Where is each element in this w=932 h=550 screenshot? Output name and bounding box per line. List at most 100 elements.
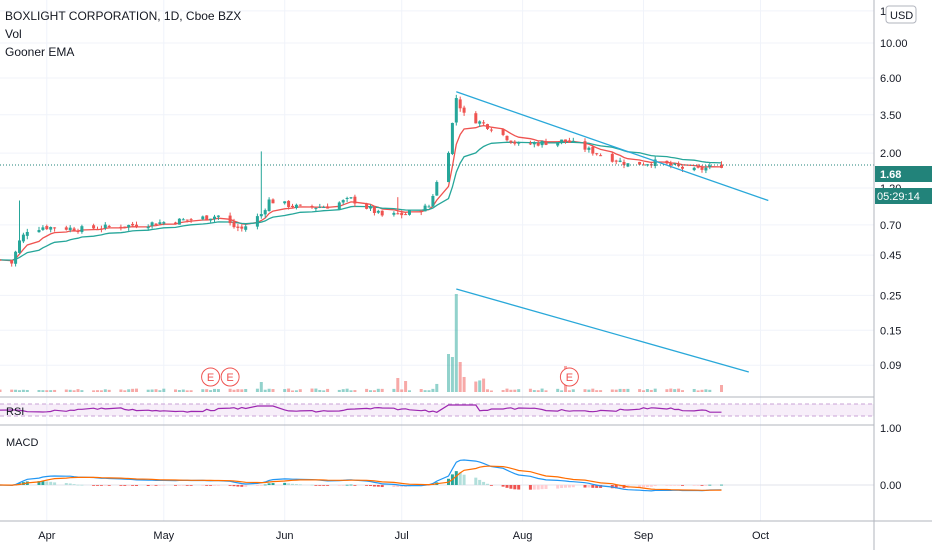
volume-bar bbox=[626, 388, 630, 392]
macd-histogram-bar bbox=[638, 485, 642, 488]
macd-histogram-bar bbox=[396, 485, 400, 488]
candle-body bbox=[271, 199, 275, 204]
volume-bar bbox=[49, 390, 53, 392]
volume-bar bbox=[18, 390, 21, 392]
currency-button-bg[interactable] bbox=[885, 5, 917, 24]
candle-body bbox=[255, 216, 259, 227]
earnings-marker-circle bbox=[220, 367, 240, 387]
signal-line bbox=[0, 465, 722, 491]
candle-body bbox=[501, 129, 505, 135]
macd-histogram-bar bbox=[700, 485, 704, 486]
volume-bar bbox=[177, 390, 181, 392]
earnings-marker-circle bbox=[559, 367, 579, 387]
volume-bar bbox=[380, 388, 384, 392]
candle-body bbox=[353, 196, 357, 204]
candle-body bbox=[474, 113, 478, 124]
currency-button[interactable]: USD bbox=[890, 10, 913, 22]
macd-histogram-bar bbox=[314, 485, 318, 486]
volume-bar bbox=[174, 389, 177, 392]
volume-bar bbox=[528, 388, 532, 392]
candle-body bbox=[708, 165, 712, 168]
symbol-title[interactable]: BOXLIGHT CORPORATION, 1D, Cboe BZX bbox=[5, 9, 242, 23]
candle-body bbox=[622, 161, 626, 166]
volume-bar bbox=[372, 390, 376, 392]
macd-histogram-bar bbox=[228, 485, 232, 486]
candle-body bbox=[146, 226, 150, 229]
macd-histogram-bar bbox=[213, 485, 216, 486]
ema-indicator-label[interactable]: Gooner EMA bbox=[5, 45, 75, 59]
macd-histogram-bar bbox=[376, 485, 380, 487]
candle-body bbox=[76, 231, 80, 233]
candle-body bbox=[263, 210, 267, 215]
macd-histogram-bar bbox=[181, 485, 185, 486]
volume-bar bbox=[267, 388, 271, 392]
volume-bar bbox=[642, 390, 645, 392]
volume-bar bbox=[291, 390, 294, 392]
macd-histogram-bar bbox=[291, 483, 294, 485]
volume-bar bbox=[228, 388, 232, 392]
x-tick-label: Aug bbox=[513, 530, 533, 542]
macd-label: MACD bbox=[6, 437, 38, 449]
candle-body bbox=[135, 224, 138, 228]
macd-histogram-bar bbox=[365, 485, 369, 486]
macd-histogram-bar bbox=[162, 485, 166, 486]
volume-bar bbox=[201, 389, 205, 392]
volume-bar bbox=[365, 388, 369, 392]
candle-body bbox=[10, 259, 14, 264]
volume-bar bbox=[458, 362, 462, 392]
candle-body bbox=[408, 210, 411, 215]
volume-bar bbox=[595, 390, 599, 392]
candle-body bbox=[642, 164, 645, 166]
volume-bar bbox=[119, 389, 123, 392]
macd-histogram-bar bbox=[653, 485, 657, 487]
macd-histogram-bar bbox=[513, 485, 517, 490]
candle-body bbox=[80, 226, 84, 233]
volume-bar bbox=[0, 389, 2, 392]
macd-histogram-bar bbox=[392, 485, 396, 488]
candle-body bbox=[92, 225, 96, 229]
macd-histogram-bar bbox=[489, 485, 493, 486]
candle-body bbox=[454, 98, 458, 123]
volume-bar bbox=[505, 388, 509, 392]
rsi-label: RSI bbox=[6, 406, 24, 418]
macd-histogram-bar bbox=[298, 484, 302, 486]
volume-bar bbox=[571, 389, 575, 392]
volume-bar bbox=[310, 388, 314, 392]
macd-histogram-bar bbox=[103, 485, 107, 486]
candle-body bbox=[345, 197, 349, 199]
y-tick-label: 2.00 bbox=[880, 148, 901, 160]
candle-body bbox=[99, 228, 103, 230]
macd-histogram-bar bbox=[540, 485, 544, 490]
rsi-band bbox=[0, 404, 874, 416]
volume-bar bbox=[45, 390, 49, 392]
candles bbox=[0, 94, 723, 267]
volume-bar bbox=[135, 388, 138, 392]
candle-body bbox=[21, 234, 25, 242]
macd-histogram-bar bbox=[41, 481, 45, 485]
volume-bar bbox=[283, 389, 287, 392]
macd-histogram-bar bbox=[704, 485, 708, 486]
candle-body bbox=[700, 167, 704, 170]
macd-histogram-bar bbox=[271, 483, 275, 485]
volume-bar bbox=[587, 389, 591, 392]
candle-body bbox=[287, 200, 291, 207]
macd-histogram-bar bbox=[532, 485, 536, 490]
candle-body bbox=[365, 203, 369, 209]
candle-body bbox=[228, 215, 232, 224]
candle-body bbox=[337, 202, 341, 210]
candle-body bbox=[174, 222, 177, 224]
candle-body bbox=[341, 200, 345, 203]
candle-body bbox=[556, 141, 560, 146]
volume-bar bbox=[673, 389, 677, 392]
candle-body bbox=[376, 210, 380, 213]
volume-bar bbox=[353, 390, 357, 392]
macd-histogram-bar bbox=[255, 485, 259, 486]
volume-indicator-label[interactable]: Vol bbox=[5, 27, 22, 41]
volume-bar bbox=[404, 381, 408, 392]
candle-body bbox=[610, 153, 614, 162]
volume-bar bbox=[653, 388, 657, 392]
macd-histogram-bar bbox=[509, 485, 513, 489]
candle-body bbox=[158, 222, 162, 225]
volume-bar bbox=[146, 389, 150, 392]
